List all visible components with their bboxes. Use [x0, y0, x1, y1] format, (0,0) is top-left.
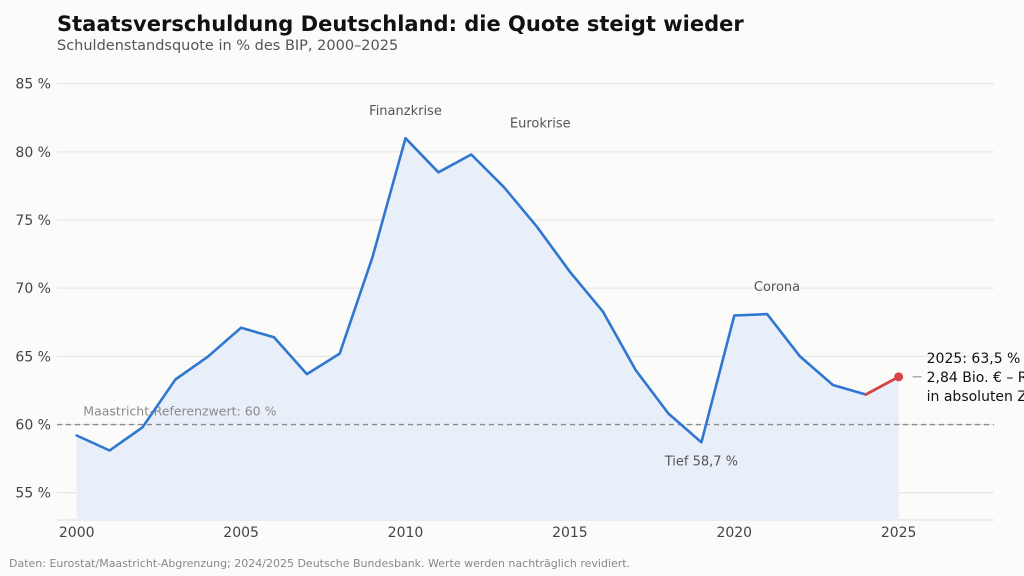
- callout-line: 2,84 Bio. € – Rekordstand: [927, 370, 1024, 386]
- x-tick-label: 2010: [388, 525, 424, 541]
- annotation-eurokrise: Eurokrise: [510, 116, 571, 131]
- data-point: [469, 153, 473, 157]
- data-point: [272, 335, 276, 339]
- area-fill: [76, 138, 899, 520]
- data-point: [798, 354, 802, 358]
- highlight-segment: [864, 375, 901, 396]
- data-point: [404, 136, 408, 140]
- y-tick-label: 75 %: [15, 213, 51, 229]
- x-tick-label: 2000: [59, 525, 95, 541]
- chart-title: Staatsverschuldung Deutschland: die Quot…: [57, 12, 744, 36]
- data-point: [338, 352, 342, 356]
- data-point: [173, 378, 177, 382]
- data-point: [305, 372, 309, 376]
- y-tick-label: 65 %: [15, 349, 51, 365]
- callout-line: in absoluten Zahlen: [927, 389, 1024, 405]
- data-point: [371, 255, 375, 259]
- annotation-finanzkrise: Finanzkrise: [369, 104, 442, 119]
- x-tick-label: 2015: [552, 525, 588, 541]
- data-point: [535, 225, 539, 229]
- callout-line: 2025: 63,5 %: [927, 351, 1021, 367]
- x-tick-label: 2020: [716, 525, 752, 541]
- source-note: Daten: Eurostat/Maastricht-Abgrenzung; 2…: [9, 557, 631, 570]
- data-point: [601, 309, 605, 313]
- data-point: [108, 449, 112, 453]
- data-point: [699, 440, 703, 444]
- y-tick-label: 55 %: [15, 486, 51, 502]
- data-point: [732, 314, 736, 318]
- data-point: [75, 434, 79, 438]
- data-point: [634, 368, 638, 372]
- data-point: [864, 393, 868, 397]
- y-tick-label: 60 %: [15, 418, 51, 434]
- y-tick-label: 80 %: [15, 145, 51, 161]
- data-point: [436, 170, 440, 174]
- chart-subtitle: Schuldenstandsquote in % des BIP, 2000–2…: [57, 38, 399, 54]
- data-point: [831, 383, 835, 387]
- y-tick-label: 85 %: [15, 77, 51, 93]
- annotation-corona: Corona: [754, 280, 800, 295]
- reference-line-label: Maastricht-Referenzwert: 60 %: [83, 404, 276, 419]
- data-point: [765, 312, 769, 316]
- x-tick-label: 2025: [881, 525, 917, 541]
- y-tick-label: 70 %: [15, 281, 51, 297]
- data-point: [141, 425, 145, 429]
- series-line: [75, 136, 868, 452]
- annotation-tief: Tief 58,7 %: [664, 454, 738, 469]
- data-point: [568, 270, 572, 274]
- data-point: [206, 354, 210, 358]
- data-point: [239, 326, 243, 330]
- data-point: [502, 185, 506, 189]
- highlight-point: [894, 372, 904, 382]
- data-point: [667, 412, 671, 416]
- x-tick-label: 2005: [223, 525, 259, 541]
